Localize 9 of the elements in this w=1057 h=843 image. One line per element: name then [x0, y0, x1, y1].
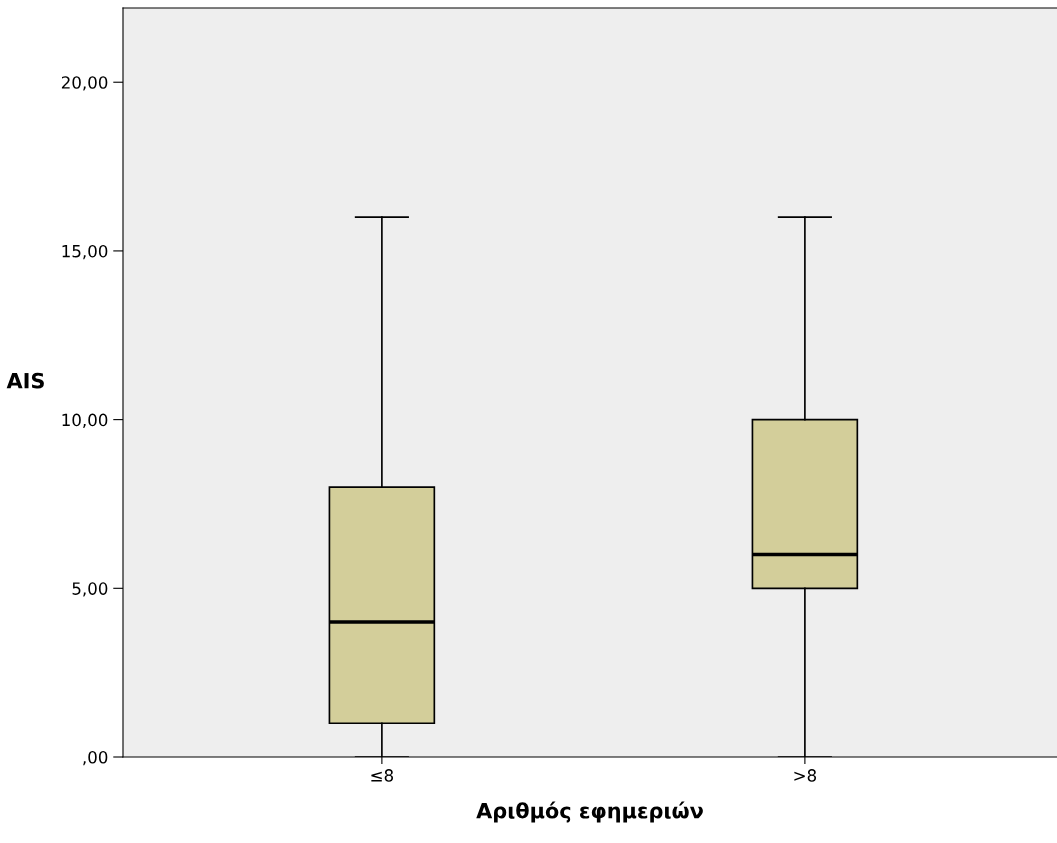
y-tick-label: 10,00: [62, 413, 108, 428]
y-tick-label: 5,00: [72, 582, 108, 597]
y-axis-title: AIS: [6, 372, 44, 389]
y-tick-label: 15,00: [62, 244, 108, 260]
x-axis-title: Αριθμός εφημεριών: [476, 801, 703, 823]
y-tick-label: 20,00: [61, 76, 108, 91]
x-tick-label: >8: [794, 769, 817, 782]
x-tick-label: ≤8: [371, 769, 394, 782]
y-tick-label: ,00: [83, 750, 108, 766]
